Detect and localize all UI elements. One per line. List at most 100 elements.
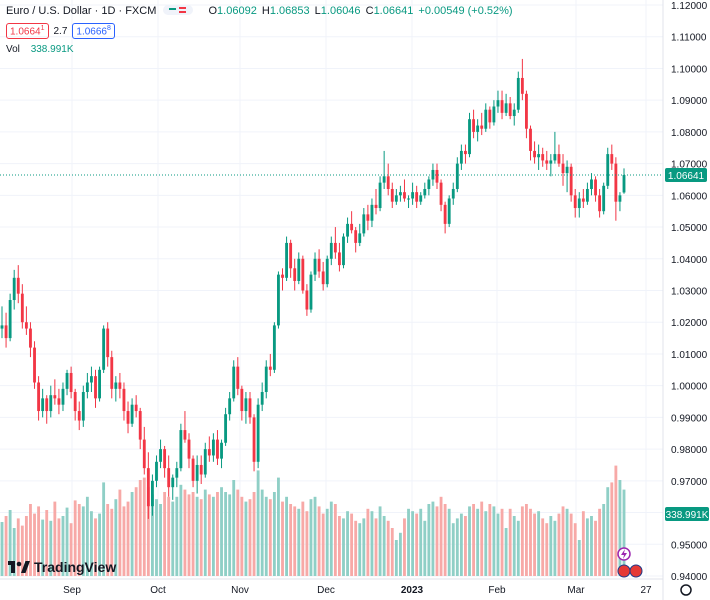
volume-bar: [57, 518, 61, 576]
candle-body: [480, 125, 484, 129]
candle-body: [179, 430, 183, 469]
volume-bar: [85, 496, 89, 576]
volume-bar: [553, 520, 557, 576]
time-tick-label: Dec: [317, 585, 335, 596]
candle-body: [248, 398, 252, 418]
price-tick-label: 1.04000: [671, 255, 708, 266]
volume-bar: [325, 508, 329, 576]
volume-bar: [236, 489, 240, 576]
candle-body: [207, 449, 211, 456]
volume-bar: [504, 528, 508, 576]
volume-bar: [305, 511, 309, 576]
candle-body: [541, 154, 545, 161]
candle-body: [134, 404, 138, 412]
volume-bar: [207, 494, 211, 576]
volume-bar: [81, 506, 85, 576]
candle-body: [488, 109, 492, 123]
candle-body: [398, 192, 402, 196]
volume-bar: [394, 540, 398, 576]
candle-body: [313, 258, 317, 275]
volume-bar: [565, 508, 569, 576]
volume-bar: [358, 523, 362, 576]
candle-body: [447, 198, 451, 224]
volume-bar: [431, 501, 435, 576]
candle-body: [529, 128, 532, 151]
candle-body: [427, 179, 431, 189]
volume-bar: [435, 506, 439, 576]
volume-bar: [500, 508, 504, 576]
candle-body: [106, 328, 110, 358]
candle-body: [0, 325, 4, 329]
volume-bar: [577, 540, 581, 576]
volume-bar: [8, 510, 12, 576]
candle-body: [240, 388, 244, 412]
candle-body: [159, 449, 162, 462]
candle-body: [155, 461, 158, 481]
volume-bar: [134, 487, 138, 576]
candle-body: [443, 204, 447, 224]
candle-body: [142, 439, 146, 469]
candle-body: [45, 398, 49, 412]
time-tick-label: Feb: [488, 585, 506, 596]
volume-bar: [610, 482, 614, 576]
candle-body: [175, 468, 179, 478]
volume-bar: [69, 523, 73, 576]
volume-bar: [179, 484, 183, 576]
price-tick-label: 0.95000: [671, 540, 708, 551]
candle-body: [516, 77, 520, 110]
volume-bar: [49, 520, 53, 576]
volume-bar: [480, 501, 484, 576]
candle-body: [41, 398, 45, 412]
candle-body: [585, 188, 589, 202]
candle-body: [183, 430, 187, 440]
us-flag-event-icon[interactable]: [617, 564, 631, 578]
volume-bar: [439, 496, 443, 576]
candle-body: [512, 109, 516, 117]
eu-flag-event-icon[interactable]: [629, 564, 643, 578]
volume-bar: [512, 516, 516, 576]
candle-body: [94, 376, 97, 399]
volume-label[interactable]: Vol: [6, 44, 20, 55]
symbol-title[interactable]: Euro / U.S. Dollar · 1D · FXCM: [6, 5, 157, 17]
price-tick-label: 1.07000: [671, 160, 708, 171]
settings-gear-icon[interactable]: [680, 584, 692, 596]
candle-body: [545, 160, 549, 164]
candle-body: [138, 411, 142, 440]
candle-body: [394, 195, 398, 202]
candle-body: [329, 242, 333, 259]
volume-bar: [598, 508, 602, 576]
volume-bar: [33, 513, 36, 576]
volume-bar: [549, 516, 553, 576]
tradingview-logo-icon: [8, 561, 30, 573]
candle-body: [61, 388, 65, 405]
volume-bar: [268, 499, 272, 576]
candle-body: [504, 103, 508, 113]
volume-bar: [419, 508, 423, 576]
candle-body: [211, 439, 215, 456]
volume-bar: [386, 520, 390, 576]
candle-body: [8, 300, 12, 339]
candle-body: [297, 258, 301, 281]
candle-body: [163, 449, 167, 469]
candle-body: [553, 154, 557, 161]
candle-body: [293, 268, 297, 281]
candle-body: [451, 188, 455, 199]
candle-body: [468, 119, 471, 155]
close-label: C: [365, 5, 374, 17]
volume-value: 338.991K: [30, 44, 74, 55]
candle-body: [24, 322, 28, 329]
tradingview-logo[interactable]: TradingView: [8, 559, 116, 575]
high-label: H: [261, 5, 270, 17]
volume-bar: [415, 513, 419, 576]
candle-body: [520, 77, 524, 94]
volume-bar: [508, 508, 512, 576]
volume-bar: [102, 482, 106, 576]
volume-bar: [73, 500, 77, 576]
volume-bar: [216, 492, 219, 576]
buy-button[interactable]: 1.06668: [72, 23, 115, 40]
candle-body: [285, 242, 288, 278]
sell-button[interactable]: 1.06641: [6, 23, 49, 40]
candle-body: [435, 169, 439, 183]
candle-body: [622, 175, 626, 193]
